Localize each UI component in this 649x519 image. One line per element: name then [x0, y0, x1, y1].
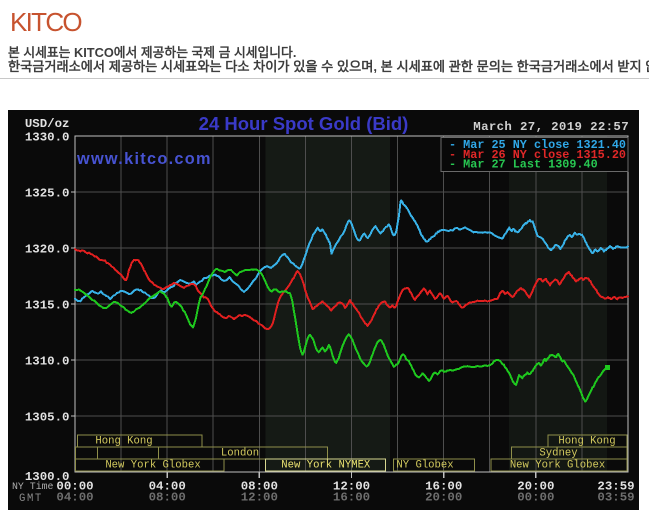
svg-text:20:00: 20:00	[517, 479, 554, 493]
svg-text:Hong Kong: Hong Kong	[95, 436, 152, 448]
svg-text:- Mar 26 NY close 1315.20: - Mar 26 NY close 1315.20	[449, 148, 626, 162]
svg-text:1325.0: 1325.0	[25, 187, 70, 201]
svg-text:1310.0: 1310.0	[25, 355, 70, 369]
svg-text:16:00: 16:00	[425, 479, 462, 493]
svg-text:20:00: 20:00	[425, 491, 462, 505]
svg-text:1315.0: 1315.0	[25, 299, 70, 313]
svg-text:04:00: 04:00	[56, 491, 93, 505]
svg-text:1300.0: 1300.0	[25, 470, 70, 484]
svg-text:Hong Kong: Hong Kong	[558, 436, 615, 448]
svg-text:1305.0: 1305.0	[25, 411, 70, 425]
svg-text:New York Globex: New York Globex	[510, 460, 605, 472]
svg-text:- Mar 27 Last 1309.40: - Mar 27 Last 1309.40	[449, 158, 598, 172]
svg-text:00:00: 00:00	[517, 491, 554, 505]
svg-text:London: London	[221, 448, 259, 460]
svg-text:12:00: 12:00	[241, 491, 278, 505]
svg-text:GMT: GMT	[19, 493, 43, 505]
svg-text:16:00: 16:00	[333, 491, 370, 505]
svg-text:08:00: 08:00	[149, 491, 186, 505]
svg-text:04:00: 04:00	[149, 479, 186, 493]
svg-text:New York Globex: New York Globex	[105, 460, 200, 472]
svg-text:NY Globex: NY Globex	[396, 460, 453, 472]
svg-text:NY Time: NY Time	[12, 481, 54, 492]
svg-text:03:59: 03:59	[597, 491, 634, 505]
svg-text:1330.0: 1330.0	[25, 131, 70, 145]
svg-text:USD/oz: USD/oz	[25, 117, 70, 131]
svg-text:Sydney: Sydney	[539, 448, 577, 460]
svg-text:www.kitco.com: www.kitco.com	[76, 150, 212, 168]
svg-text:12:00: 12:00	[333, 479, 370, 493]
svg-text:23:59: 23:59	[597, 479, 634, 493]
svg-text:00:00: 00:00	[56, 479, 93, 493]
svg-text:- Mar 25 NY close 1321.40: - Mar 25 NY close 1321.40	[449, 138, 626, 152]
svg-text:08:00: 08:00	[241, 479, 278, 493]
svg-text:New York NYMEX: New York NYMEX	[281, 460, 371, 472]
svg-text:24 Hour Spot Gold (Bid): 24 Hour Spot Gold (Bid)	[199, 113, 409, 134]
svg-text:March 27, 2019 22:57: March 27, 2019 22:57	[473, 120, 629, 134]
svg-text:1320.0: 1320.0	[25, 243, 70, 257]
